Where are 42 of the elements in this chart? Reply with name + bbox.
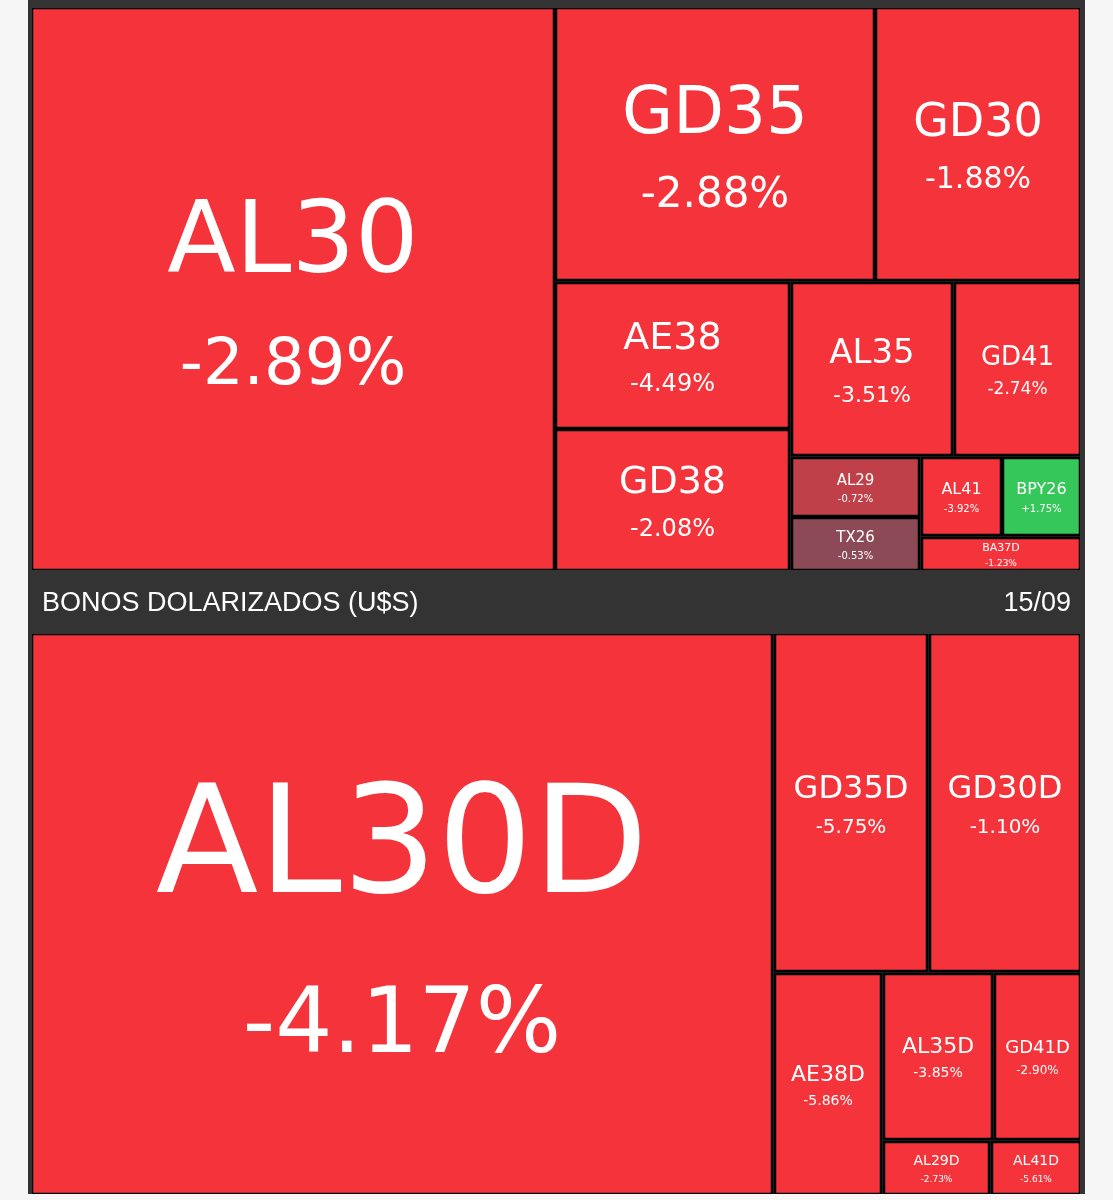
data-label: -4.49% [630, 369, 715, 398]
data-label: -1.88% [924, 160, 1032, 195]
data-label: -2.73% [920, 1173, 953, 1184]
data-label: -3.85% [913, 1064, 963, 1081]
category-label: BA37D [982, 540, 1020, 554]
category-label: GD41D [1005, 1035, 1070, 1057]
category-label: AL35 [829, 330, 915, 371]
data-label: +1.75% [1021, 502, 1062, 514]
data-label: -2.74% [987, 377, 1048, 398]
data-label: -1.23% [985, 558, 1018, 569]
category-label: GD35 [622, 72, 808, 150]
category-label: AL29D [913, 1152, 960, 1169]
category-label: AL29 [836, 470, 875, 489]
category-label: AE38 [623, 313, 722, 358]
category-label: GD30D [947, 767, 1063, 806]
category-label: AE38D [791, 1060, 865, 1086]
data-label: -2.08% [630, 513, 715, 542]
category-label: AL35D [901, 1033, 975, 1059]
data-label: -3.92% [943, 502, 980, 514]
data-label: -3.51% [833, 381, 911, 407]
category-label: AL30 [167, 179, 419, 296]
category-label: GD38 [618, 458, 727, 503]
data-label: -0.72% [837, 492, 874, 504]
category-label: AL41D [1013, 1152, 1059, 1169]
category-label: BPY26 [1016, 479, 1067, 499]
data-label: -1.10% [969, 813, 1041, 838]
data-label: -0.53% [837, 549, 874, 561]
category-label: AL41 [941, 479, 982, 499]
category-label: AL30D [155, 752, 649, 927]
data-label: -4.17% [242, 968, 562, 1073]
data-label: -2.89% [179, 324, 407, 399]
text: BONOS DOLARIZADOS (U$S) [42, 586, 419, 618]
category-label: TX26 [835, 527, 875, 546]
category-label: GD35D [793, 767, 909, 806]
data-label: -2.90% [1016, 1063, 1059, 1078]
data-label: -2.88% [640, 167, 790, 217]
category-label: GD30 [913, 93, 1043, 148]
text: 15/09 [1003, 586, 1071, 618]
data-label: -5.86% [803, 1091, 853, 1108]
category-label: GD41 [980, 340, 1055, 371]
data-label: -5.75% [815, 813, 887, 838]
data-label: -5.61% [1020, 1173, 1053, 1184]
